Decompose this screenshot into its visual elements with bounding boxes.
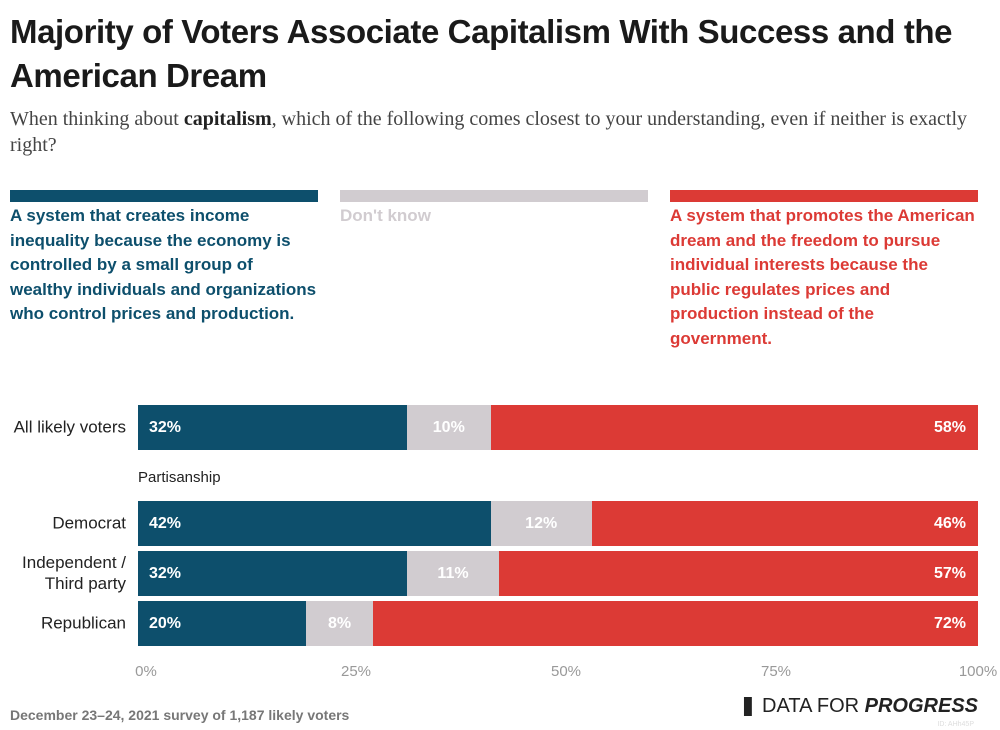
data-label: 57% [933, 565, 966, 582]
bar-segment [138, 405, 409, 450]
tick-label: 75% [760, 663, 792, 680]
subtitle-post: , which of the following comes closest t… [10, 108, 968, 156]
chart-title: Majority of Voters Associate Capitalism … [10, 13, 953, 94]
bar-segment [138, 501, 493, 546]
data-label: 72% [933, 615, 966, 632]
data-label: 32% [149, 565, 182, 582]
group-label: Partisanship [138, 469, 221, 486]
logo: ▋ DATA FOR PROGRESS [744, 695, 978, 719]
data-label: 11% [437, 565, 469, 582]
bar-segment [138, 601, 308, 646]
bar-segment [406, 551, 502, 596]
bar-segment [499, 551, 978, 596]
data-label: 8% [328, 615, 352, 632]
category-label: Republican [40, 613, 126, 633]
legend-label: Don't know [340, 206, 431, 225]
subtitle: When thinking about capitalism, which of… [10, 106, 990, 158]
bar-segment [490, 405, 978, 450]
subtitle-pre: When thinking about [10, 108, 184, 130]
logo-b: PROGRESS [864, 695, 978, 717]
logo-a: DATA FOR [762, 695, 865, 717]
tick-label: 0% [135, 663, 157, 680]
data-label: 20% [149, 615, 182, 632]
data-label: 58% [933, 419, 966, 436]
subtitle-bold: capitalism [183, 108, 272, 130]
legend-swatch [670, 190, 978, 202]
category-label: Independent / Third party [22, 553, 126, 593]
tick-label: 100% [958, 663, 998, 680]
bar-segment [591, 501, 978, 546]
legend-label: A system that creates income inequality … [10, 206, 317, 323]
legend-swatch [10, 190, 318, 202]
bar-segment [138, 551, 409, 596]
header: Majority of Voters Associate Capitalism … [10, 10, 990, 158]
tick-label: 50% [550, 663, 582, 680]
legend-inequality: A system that creates income inequality … [10, 190, 318, 327]
legend-dont-know: Don't know [340, 190, 648, 229]
data-label: 10% [432, 419, 465, 436]
data-label: 46% [933, 515, 966, 532]
bar-segment [373, 601, 978, 646]
legend-label: A system that promotes the American drea… [670, 206, 975, 348]
chart-id: ID: AHh45P [937, 721, 974, 728]
data-label: 32% [149, 419, 182, 436]
legend-dream: A system that promotes the American drea… [670, 190, 978, 351]
tick-label: 25% [340, 663, 372, 680]
data-label: 42% [149, 515, 182, 532]
footer-source: December 23–24, 2021 survey of 1,187 lik… [10, 707, 350, 723]
data-label: 12% [525, 515, 558, 532]
bar-chart-icon: ▋ [744, 699, 757, 716]
category-label: All likely voters [13, 417, 126, 437]
legend-swatch [340, 190, 648, 202]
category-label: Democrat [52, 513, 126, 533]
